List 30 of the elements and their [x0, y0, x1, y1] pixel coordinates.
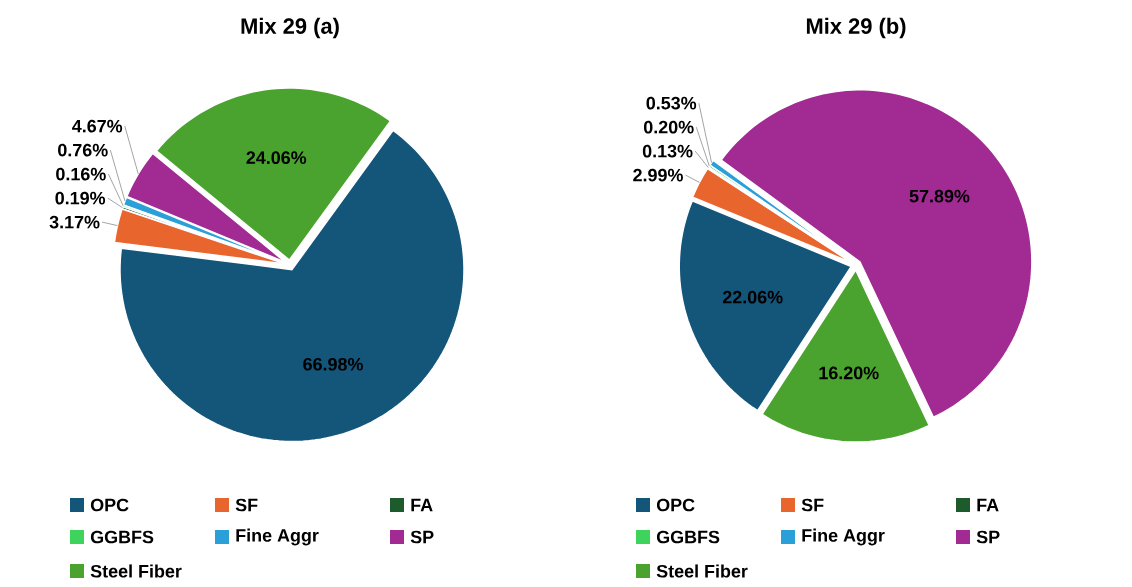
legend-label: GGBFS [90, 530, 154, 544]
legend-label: Fine Aggr [236, 528, 319, 546]
legend-label: OPC [656, 498, 695, 512]
data-label: 2.99% [633, 168, 683, 182]
legend-label: Fine Aggr [802, 528, 885, 546]
legend-label: SF [801, 498, 824, 512]
data-label: 4.67% [72, 119, 123, 133]
legend-label: OPC [90, 498, 129, 512]
data-label: 3.17% [49, 215, 100, 229]
legend-label: Steel Fiber [90, 564, 182, 578]
chart-title: Mix 29 (a) [241, 17, 339, 39]
data-label: 0.13% [642, 144, 693, 158]
legend-label: SP [976, 530, 1000, 544]
legend-label: FA [411, 498, 433, 512]
data-label: 0.20% [643, 120, 694, 134]
data-label: 24.06% [246, 151, 307, 165]
data-label: 0.53% [646, 96, 697, 110]
legend-label: GGBFS [656, 530, 720, 544]
data-label: 57.89% [909, 189, 970, 203]
data-label: 0.76% [58, 143, 108, 157]
legend-label: Steel Fiber [656, 564, 748, 578]
data-label: 0.16% [56, 167, 106, 181]
legend-label: SF [235, 498, 258, 512]
data-label: 22.06% [722, 290, 783, 304]
data-label: 66.98% [303, 357, 363, 371]
legend-label: FA [977, 498, 999, 512]
data-label: 16.20% [819, 366, 879, 380]
legend-label: SP [410, 530, 434, 544]
data-label: 0.19% [55, 191, 106, 205]
chart-title: Mix 29 (b) [806, 17, 906, 39]
